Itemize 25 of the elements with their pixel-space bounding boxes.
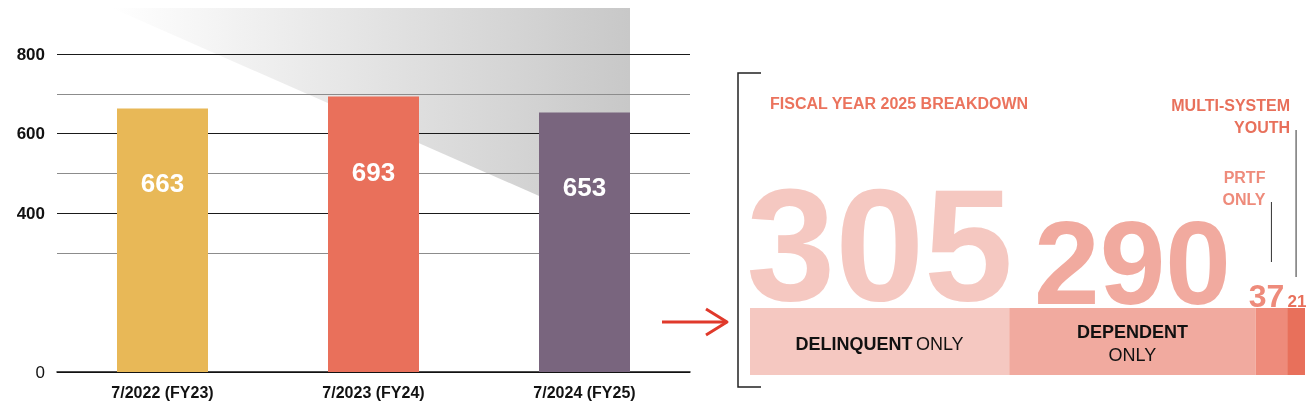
text: MULTI-SYSTEM YOUTH xyxy=(1171,96,1291,136)
bar xyxy=(328,96,419,372)
bar xyxy=(1009,308,1256,375)
data-label: 37 xyxy=(1248,278,1285,314)
bar xyxy=(117,108,208,372)
x-tick-label: 7/2023 (FY24) xyxy=(322,383,425,401)
y-tick-label: 400 xyxy=(16,203,45,223)
y-tick-label: 800 xyxy=(16,44,45,64)
y-tick-label: 600 xyxy=(16,124,45,143)
bar xyxy=(1287,308,1305,375)
series-label: DEPENDENT ONLY xyxy=(1076,322,1188,365)
bar xyxy=(539,112,630,372)
series-label: DELINQUENT ONLY xyxy=(795,333,964,354)
y-tick-label: 0 xyxy=(35,362,45,382)
data-label: 663 xyxy=(140,168,185,199)
bar xyxy=(1255,308,1288,375)
data-label: 653 xyxy=(562,172,607,203)
chart-title: FISCAL YEAR 2025 BREAKDOWN xyxy=(770,94,1029,112)
data-label: 305 xyxy=(746,154,1014,334)
data-label: 21 xyxy=(1287,292,1307,311)
data-label: 693 xyxy=(351,156,396,187)
x-tick-label: 7/2022 (FY23) xyxy=(111,383,214,401)
x-tick-label: 7/2024 (FY25) xyxy=(533,383,636,401)
text: PRTF ONLY xyxy=(1222,168,1266,208)
bar xyxy=(750,308,1010,375)
